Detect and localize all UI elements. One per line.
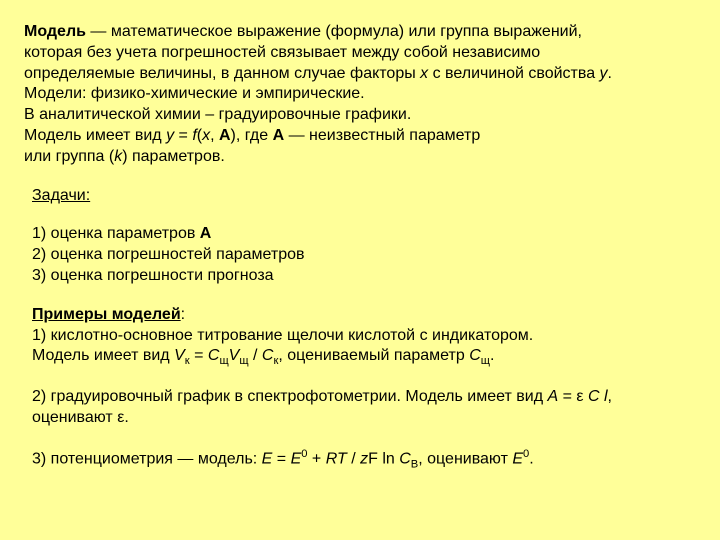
tasks-heading: Задачи:: [32, 187, 90, 204]
examples-heading: Примеры моделей: [32, 306, 181, 323]
tasks-list: 1) оценка параметров A 2) оценка погрешн…: [24, 224, 702, 286]
examples-block-2: 2) градуировочный график в спектрофотоме…: [24, 387, 702, 429]
term-model: Модель: [24, 23, 86, 40]
examples-block-1: Примеры моделей: 1) кислотно-основное ти…: [24, 305, 702, 369]
examples-block-3: 3) потенциометрия — модель: E = E0 + RT …: [24, 447, 702, 472]
intro-paragraph: Модель — математическое выражение (форму…: [24, 22, 702, 168]
tasks-heading-block: Задачи:: [24, 186, 702, 207]
